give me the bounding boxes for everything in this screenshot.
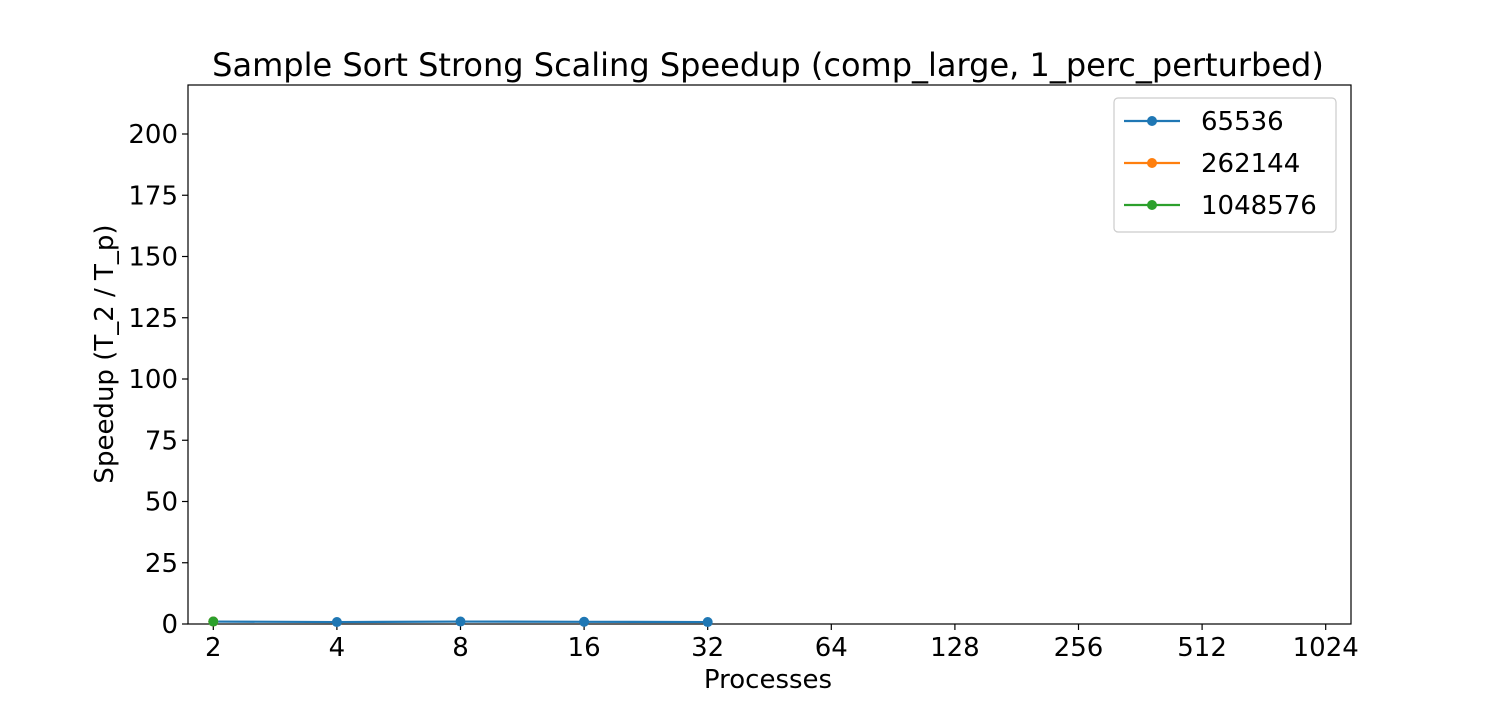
y-tick-label: 150 xyxy=(128,243,178,273)
legend-label-262144: 262144 xyxy=(1201,149,1300,179)
x-tick-label: 1024 xyxy=(1293,633,1359,663)
data-point-1048576 xyxy=(208,617,218,627)
y-tick-label: 50 xyxy=(145,488,178,518)
y-tick-label: 125 xyxy=(128,304,178,334)
x-tick-label: 128 xyxy=(930,633,980,663)
x-tick-label: 4 xyxy=(329,633,346,663)
x-tick-label: 32 xyxy=(691,633,724,663)
data-point-65536 xyxy=(703,617,713,627)
x-tick-label: 16 xyxy=(568,633,601,663)
legend-marker-1048576 xyxy=(1147,200,1157,210)
x-tick-label: 8 xyxy=(452,633,469,663)
y-axis-label: Speedup (T_2 / T_p) xyxy=(90,224,120,483)
legend: 65536 262144 1048576 xyxy=(1114,98,1336,232)
y-tick-label: 175 xyxy=(128,181,178,211)
chart-title: Sample Sort Strong Scaling Speedup (comp… xyxy=(212,46,1324,84)
x-axis-label: Processes xyxy=(704,665,832,695)
legend-label-1048576: 1048576 xyxy=(1201,191,1317,221)
y-tick-label: 0 xyxy=(161,610,178,640)
data-point-65536 xyxy=(579,617,589,627)
x-tick-label: 64 xyxy=(815,633,848,663)
x-tick-label: 512 xyxy=(1177,633,1227,663)
y-tick-label: 200 xyxy=(128,120,178,150)
y-tick-label: 75 xyxy=(145,426,178,456)
x-tick-label: 2 xyxy=(205,633,222,663)
legend-label-65536: 65536 xyxy=(1201,107,1284,137)
legend-marker-262144 xyxy=(1147,158,1157,168)
x-tick-label: 256 xyxy=(1054,633,1104,663)
data-point-65536 xyxy=(332,617,342,627)
y-tick-label: 25 xyxy=(145,549,178,579)
data-point-65536 xyxy=(456,617,466,627)
y-tick-label: 100 xyxy=(128,365,178,395)
legend-marker-65536 xyxy=(1147,116,1157,126)
